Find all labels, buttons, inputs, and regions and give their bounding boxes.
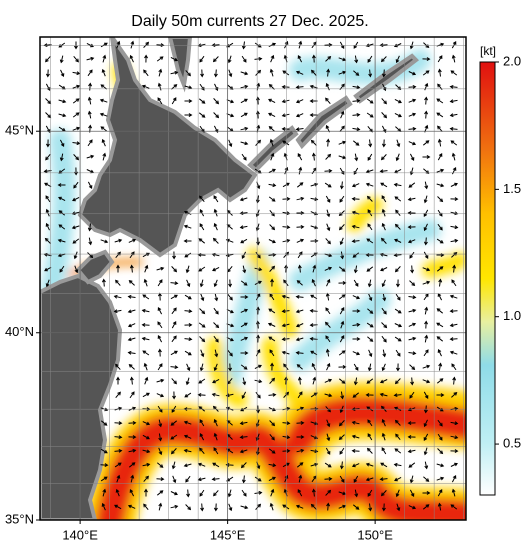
iturup xyxy=(295,95,353,150)
colorbar-unit: [kt] xyxy=(480,44,496,58)
map-title: Daily 50m currents 27 Dec. 2025. xyxy=(131,13,368,30)
graticule xyxy=(40,37,466,520)
x-tick-label: 150°E xyxy=(357,527,393,542)
colorbar-tick-label: 1.5 xyxy=(503,181,521,196)
colorbar-tick-label: 1.0 xyxy=(503,308,521,323)
arrow-field xyxy=(43,40,459,512)
map-frame xyxy=(39,36,467,521)
colorbar xyxy=(479,61,496,496)
y-tick-label: 40°N xyxy=(5,324,34,339)
y-tick-label: 45°N xyxy=(5,123,34,138)
oshima xyxy=(75,249,115,285)
hokkaido xyxy=(77,37,258,258)
colorbar-tick-label: 0.5 xyxy=(503,435,521,450)
sakhalin xyxy=(167,37,193,93)
current-arrows xyxy=(43,40,459,512)
x-tick-label: 145°E xyxy=(210,527,246,542)
map-area xyxy=(40,37,466,520)
x-tick-label: 140°E xyxy=(62,527,98,542)
y-tick-label: 35°N xyxy=(5,511,34,526)
colorbar-tick-label: 2.0 xyxy=(503,53,521,68)
